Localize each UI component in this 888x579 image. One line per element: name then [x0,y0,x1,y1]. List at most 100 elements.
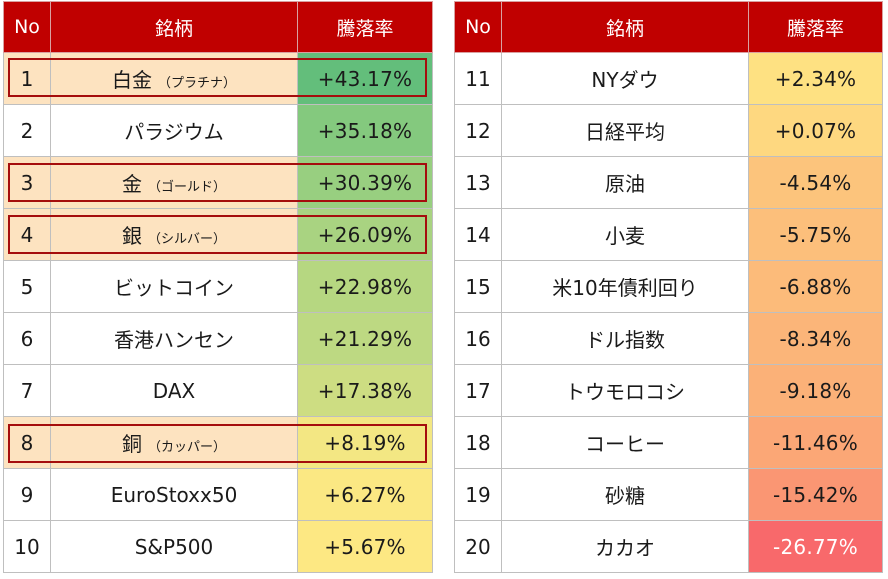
rank-cell: 8 [3,416,51,469]
asset-name-cell: ドル指数 [501,312,749,365]
asset-name: ドル指数 [585,328,665,352]
asset-name-cell: 銅 （カッパー） [50,416,298,469]
rate-cell: -11.46% [748,416,883,469]
rank-cell: 18 [454,416,502,469]
rank-cell: 17 [454,364,502,417]
asset-name: DAX [152,378,196,403]
asset-name-cell: 砂糖 [501,468,749,521]
asset-name-cell: トウモロコシ [501,364,749,417]
asset-name-cell: EuroStoxx50 [50,468,298,521]
rank-cell: 7 [3,364,51,417]
rate-cell: -9.18% [748,364,883,417]
asset-name: 日経平均 [585,120,665,144]
asset-name-cell: 原油 [501,156,749,209]
rate-cell: +35.18% [297,104,433,157]
rank-cell: 16 [454,312,502,365]
rank-cell: 20 [454,520,502,573]
asset-name: NYダウ [591,68,659,92]
table-row: 14 小麦 -5.75% [454,208,883,261]
table-row: 3 金 （ゴールド） +30.39% [3,156,433,209]
table-row: 1 白金 （プラチナ） +43.17% [3,52,433,105]
asset-name-cell: 金 （ゴールド） [50,156,298,209]
table-row: 10 S&P500 +5.67% [3,520,433,573]
asset-name-cell: コーヒー [501,416,749,469]
rank-cell: 6 [3,312,51,365]
rate-cell: -15.42% [748,468,883,521]
rate-cell: +2.34% [748,52,883,105]
rate-cell: -6.88% [748,260,883,313]
rank-cell: 5 [3,260,51,313]
asset-name-cell: DAX [50,364,298,417]
rate-cell: +17.38% [297,364,433,417]
rank-cell: 12 [454,104,502,157]
table-row: 11 NYダウ +2.34% [454,52,883,105]
asset-name: トウモロコシ [565,380,685,404]
rate-cell: +43.17% [297,52,433,105]
rank-cell: 4 [3,208,51,261]
rate-cell: -5.75% [748,208,883,261]
asset-name: コーヒー [585,432,665,456]
table-row: 17 トウモロコシ -9.18% [454,364,883,417]
asset-name: 米10年債利回り [552,276,698,300]
asset-name: カカオ [595,536,655,560]
rank-cell: 11 [454,52,502,105]
rank-cell: 14 [454,208,502,261]
rate-cell: +6.27% [297,468,433,521]
rank-cell: 10 [3,520,51,573]
asset-name: パラジウム [124,120,224,144]
rank-cell: 1 [3,52,51,105]
table-row: 19 砂糖 -15.42% [454,468,883,521]
asset-name: 砂糖 [605,484,645,508]
rate-cell: -4.54% [748,156,883,209]
asset-name: 小麦 [605,224,645,248]
asset-name-note: （シルバー） [147,232,226,247]
table-row: 20 カカオ -26.77% [454,520,883,573]
asset-name-note: （カッパー） [147,440,226,455]
ranking-table-right: No 銘柄 騰落率 11 NYダウ +2.34% 12 日経平均 +0.07% 13 原油 -4… [454,1,883,573]
rate-cell: +5.67% [297,520,433,573]
asset-name-cell: ビットコイン [50,260,298,313]
rate-cell: -8.34% [748,312,883,365]
rate-cell: +0.07% [748,104,883,157]
table-row: 15 米10年債利回り -6.88% [454,260,883,313]
asset-name-note: （プラチナ） [157,76,236,91]
asset-name-cell: 白金 （プラチナ） [50,52,298,105]
rate-cell: -26.77% [748,520,883,573]
ranking-table-left: No 銘柄 騰落率 1 白金 （プラチナ） +43.17% 2 パラジウム +35.18% 3… [3,1,433,573]
header-name: 銘柄 [50,1,298,53]
table-row: 4 銀 （シルバー） +26.09% [3,208,433,261]
rate-cell: +21.29% [297,312,433,365]
rank-cell: 13 [454,156,502,209]
table-row: 5 ビットコイン +22.98% [3,260,433,313]
table-row: 9 EuroStoxx50 +6.27% [3,468,433,521]
rank-cell: 2 [3,104,51,157]
table-row: 13 原油 -4.54% [454,156,883,209]
header-rate: 騰落率 [748,1,883,53]
table-row: 2 パラジウム +35.18% [3,104,433,157]
table-row: 7 DAX +17.38% [3,364,433,417]
asset-name: 香港ハンセン [114,328,234,352]
asset-name: 金 [121,172,142,196]
asset-name-note: （ゴールド） [147,180,226,195]
asset-name: 銅 [121,432,142,456]
asset-name-cell: パラジウム [50,104,298,157]
asset-name-cell: 銀 （シルバー） [50,208,298,261]
rate-cell: +30.39% [297,156,433,209]
asset-name: S&P500 [134,534,214,559]
asset-name: ビットコイン [114,276,234,300]
rate-cell: +26.09% [297,208,433,261]
asset-name: EuroStoxx50 [110,482,238,507]
rank-cell: 3 [3,156,51,209]
rate-cell: +22.98% [297,260,433,313]
rank-cell: 15 [454,260,502,313]
header-row: No 銘柄 騰落率 [454,1,883,53]
asset-name-cell: S&P500 [50,520,298,573]
rank-cell: 9 [3,468,51,521]
header-rate: 騰落率 [297,1,433,53]
asset-name-cell: 香港ハンセン [50,312,298,365]
table-row: 16 ドル指数 -8.34% [454,312,883,365]
table-row: 8 銅 （カッパー） +8.19% [3,416,433,469]
asset-name-cell: カカオ [501,520,749,573]
table-row: 6 香港ハンセン +21.29% [3,312,433,365]
asset-name-cell: 米10年債利回り [501,260,749,313]
